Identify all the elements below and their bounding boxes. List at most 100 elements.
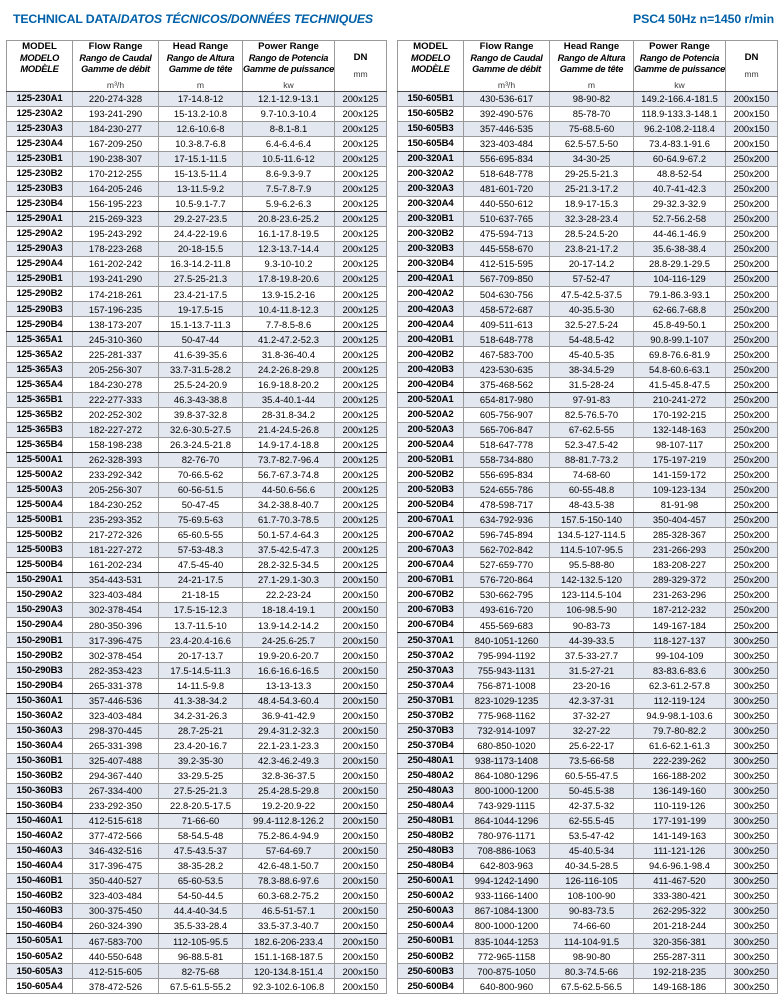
cell-power-range: 13.9-15.2-16 (242, 286, 335, 303)
cell-head-range: 50-45.5-38 (549, 782, 634, 799)
cell-dn: 300x250 (725, 752, 778, 769)
cell-head-range: 54-50-44.5 (158, 888, 243, 905)
cell-model: 200-320A4 (397, 195, 464, 213)
table-row: 250-480A3 800-1000-1200 50-45.5-38 136-149-… (397, 782, 778, 799)
cell-head-range: 20-18-15.5 (158, 241, 243, 258)
cell-model: 200-670A4 (397, 557, 464, 574)
column-header-en: DN (353, 52, 368, 64)
cell-power-range: 92.3-102.6-106.8 (242, 978, 335, 995)
cell-head-range: 31.5-27-21 (549, 662, 634, 679)
cell-dn: 200x125 (334, 376, 387, 393)
cell-power-range: 31.8-36-40.4 (242, 346, 335, 363)
column-header-es: Rango de Potencia (248, 52, 329, 63)
table-row: 125-500B4 161-202-234 47.5-45-40 28.2-32.5-… (6, 557, 387, 574)
table-row: 150-605A4 378-472-526 67.5-61.5-55.2 92.3-1… (6, 978, 387, 995)
cell-flow-range: 225-281-337 (72, 346, 159, 363)
table-row: 200-670B2 530-662-795 123-114.5-104 231-263… (397, 587, 778, 604)
cell-power-range: 16.6-16.6-16.5 (242, 662, 335, 679)
cell-model: 200-520B4 (397, 496, 464, 513)
cell-flow-range: 527-659-770 (463, 557, 550, 574)
cell-flow-range: 772-965-1158 (463, 948, 550, 965)
cell-flow-range: 378-472-526 (72, 978, 159, 995)
cell-flow-range: 260-324-390 (72, 918, 159, 935)
cell-model: 150-290A2 (6, 587, 73, 604)
cell-dn: 200x125 (334, 120, 387, 137)
table-row: 150-460B3 300-375-450 44.4-40-34.5 46.5-51-… (6, 903, 387, 920)
table-row: 200-420A2 504-630-756 47.5-42.5-37.5 79.1-8… (397, 286, 778, 303)
cell-model: 200-670B4 (397, 617, 464, 634)
cell-dn: 200x150 (334, 918, 387, 935)
cell-model: 150-605A3 (6, 963, 73, 980)
cell-model: 125-500B2 (6, 527, 73, 544)
cell-model: 250-600A3 (397, 903, 464, 920)
cell-dn: 250x200 (725, 466, 778, 483)
cell-power-range: 44-46.1-46.9 (633, 226, 726, 243)
cell-flow-range: 193-241-290 (72, 271, 159, 288)
cell-head-range: 17.5-14.5-11.3 (158, 662, 243, 679)
cell-power-range: 12.1-12.9-13.1 (242, 90, 335, 107)
cell-flow-range: 156-195-223 (72, 195, 159, 213)
cell-model: 125-365A3 (6, 361, 73, 378)
cell-flow-range: 510-637-765 (463, 211, 550, 228)
cell-power-range: 175-197-219 (633, 451, 726, 468)
cell-head-range: 114.5-107-95.5 (549, 542, 634, 559)
cell-power-range: 99.4-112.8-126.2 (242, 812, 335, 829)
column-header-dn: DN mm (725, 40, 778, 92)
cell-head-range: 45-40.5-35 (549, 346, 634, 363)
cell-head-range: 25.5-24-20.9 (158, 376, 243, 393)
cell-head-range: 96-88.5-81 (158, 948, 243, 965)
cell-dn: 250x200 (725, 150, 778, 167)
table-row: 250-600A1 994-1242-1490 126-116-105 411-467… (397, 873, 778, 890)
cell-power-range: 149-168-186 (633, 978, 726, 995)
table-row: 150-290B2 302-378-454 20-17-13.7 19.9-20.6-… (6, 647, 387, 664)
cell-flow-range: 458-572-687 (463, 301, 550, 318)
cell-head-range: 13.7-11.5-10 (158, 617, 243, 634)
cell-power-range: 170-192-215 (633, 406, 726, 423)
page-header: TECHNICAL DATA/DATOS TÉCNICOS/DONNÉES TE… (0, 0, 784, 38)
table-row: 150-290A4 280-350-396 13.7-11.5-10 13.9-14.… (6, 617, 387, 634)
table-head-left: MODEL MODELO MODÈLE Flow Range Rango de Cau… (6, 40, 387, 92)
cell-power-range: 52.7-56.2-58 (633, 211, 726, 228)
cell-flow-range: 265-331-398 (72, 737, 159, 754)
cell-model: 200-520A1 (397, 391, 464, 408)
cell-power-range: 7.5-7.8-7.9 (242, 180, 335, 198)
cell-power-range: 201-218-244 (633, 918, 726, 935)
table-row: 250-480A1 938-1173-1408 73.5-66-58 222-239-… (397, 752, 778, 769)
cell-dn: 200x150 (334, 752, 387, 769)
cell-power-range: 118-127-137 (633, 632, 726, 649)
cell-dn: 250x200 (725, 301, 778, 318)
cell-power-range: 149.2-166.4-181.5 (633, 90, 726, 107)
column-header-unit: kw (674, 80, 685, 91)
cell-power-range: 41.2-47.2-52.3 (242, 331, 335, 348)
cell-head-range: 42-37.5-32 (549, 797, 634, 814)
table-header-row: MODEL MODELO MODÈLE Flow Range Rango de Cau… (397, 40, 778, 92)
cell-flow-range: 157-196-235 (72, 301, 159, 318)
cell-head-range: 98-90-82 (549, 90, 634, 107)
cell-flow-range: 864-1044-1296 (463, 812, 550, 829)
cell-model: 250-480A4 (397, 797, 464, 814)
cell-power-range: 285-328-367 (633, 527, 726, 544)
table-row: 250-480B2 780-976-1171 53.5-47-42 141-149-1… (397, 827, 778, 845)
cell-power-range: 166-188-202 (633, 767, 726, 784)
cell-power-range: 90.8-99.1-107 (633, 331, 726, 348)
cell-model: 150-605A2 (6, 948, 73, 965)
cell-flow-range: 220-274-328 (72, 90, 159, 107)
cell-head-range: 38-35-28.2 (158, 858, 243, 875)
cell-flow-range: 700-875-1050 (463, 963, 550, 980)
cell-dn: 200x150 (334, 707, 387, 724)
table-row: 125-365A4 184-230-278 25.5-24-20.9 16.9-18.… (6, 376, 387, 393)
cell-model: 250-600A4 (397, 918, 464, 935)
cell-head-range: 35.5-33-28.4 (158, 918, 243, 935)
cell-power-range: 109-123-134 (633, 481, 726, 498)
cell-flow-range: 518-647-778 (463, 436, 550, 453)
cell-model: 250-370B1 (397, 692, 464, 709)
table-row: 125-290B1 193-241-290 27.5-25-21.3 17.8-19.… (6, 271, 387, 288)
cell-power-range: 73.4-83.1-91.6 (633, 135, 726, 152)
cell-head-range: 15-13.2-10.8 (158, 105, 243, 122)
cell-model: 250-370B3 (397, 722, 464, 739)
cell-dn: 200x150 (334, 933, 387, 950)
cell-power-range: 37.5-42.5-47.3 (242, 542, 335, 559)
cell-model: 150-605B3 (397, 120, 464, 137)
cell-head-range: 70-66.5-62 (158, 466, 243, 483)
cell-power-range: 149-167-184 (633, 617, 726, 634)
